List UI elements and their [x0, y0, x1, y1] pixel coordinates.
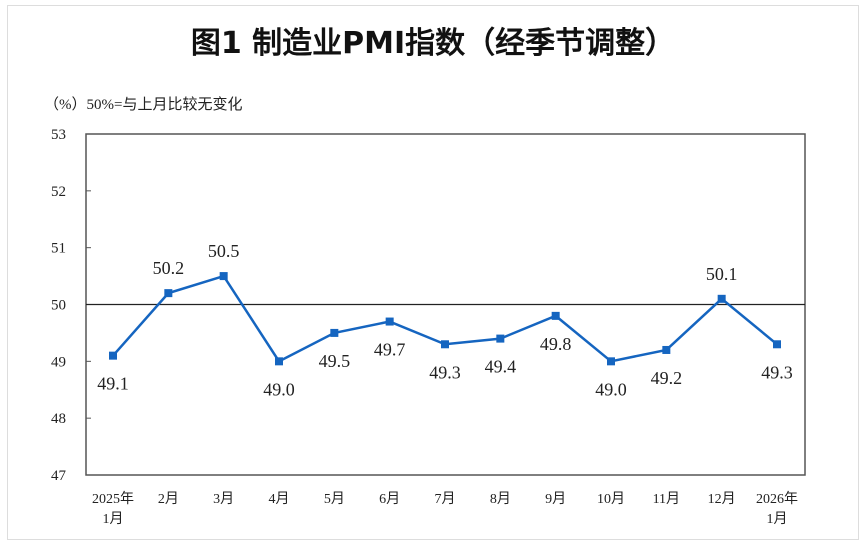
data-point-marker — [773, 340, 781, 349]
y-axis-note: （%）50%=与上月比较无变化 — [44, 97, 243, 113]
y-tick-label: 53 — [51, 127, 66, 143]
x-tick-label: 5月 — [324, 491, 345, 507]
data-label: 50.2 — [153, 258, 185, 278]
data-label: 49.5 — [319, 351, 351, 371]
y-tick-label: 49 — [51, 354, 66, 370]
data-label: 49.0 — [595, 379, 627, 399]
x-tick-label: 1月 — [103, 511, 124, 527]
data-point-marker — [496, 334, 505, 343]
data-point-marker — [551, 311, 560, 320]
x-tick-label: 4月 — [269, 491, 290, 507]
y-tick-label: 50 — [51, 298, 66, 314]
data-label: 49.7 — [374, 340, 406, 360]
data-point-marker — [441, 340, 449, 349]
data-label: 49.8 — [540, 334, 572, 354]
x-tick-label: 7月 — [435, 491, 456, 507]
data-point-marker — [219, 272, 228, 281]
x-tick-label: 2月 — [158, 491, 179, 507]
x-tick-label: 1月 — [767, 511, 788, 527]
x-tick-label: 6月 — [379, 491, 400, 507]
data-point-marker — [385, 317, 394, 326]
y-tick-label: 47 — [51, 468, 67, 484]
data-point-marker — [164, 289, 173, 298]
data-label: 49.3 — [429, 362, 461, 382]
data-label: 50.1 — [706, 264, 738, 284]
data-point-marker — [330, 328, 339, 337]
data-label: 49.4 — [485, 357, 517, 377]
y-tick-label: 51 — [51, 241, 66, 257]
x-tick-label: 3月 — [213, 491, 234, 507]
data-point-marker — [109, 351, 117, 360]
data-label: 49.2 — [651, 368, 683, 388]
data-label: 50.5 — [208, 241, 240, 261]
y-tick-label: 52 — [51, 184, 66, 200]
data-label: 49.0 — [263, 379, 295, 399]
x-tick-label: 9月 — [545, 491, 566, 507]
x-tick-label: 2026年 — [756, 491, 798, 507]
image-border — [7, 5, 859, 540]
x-tick-label: 2025年 — [92, 491, 134, 507]
data-point-marker — [662, 345, 671, 354]
x-tick-label: 11月 — [653, 491, 680, 507]
data-point-marker — [717, 294, 726, 303]
x-tick-label: 8月 — [490, 491, 511, 507]
data-label: 49.1 — [97, 374, 129, 394]
series-line — [112, 274, 778, 363]
data-point-marker — [275, 357, 283, 366]
data-label: 49.3 — [761, 362, 793, 382]
x-tick-label: 10月 — [597, 491, 625, 507]
y-tick-label: 48 — [51, 411, 66, 427]
data-point-marker — [607, 357, 615, 366]
chart-title: 图1 制造业PMI指数（经季节调整） — [190, 26, 676, 61]
x-tick-label: 12月 — [708, 491, 736, 507]
